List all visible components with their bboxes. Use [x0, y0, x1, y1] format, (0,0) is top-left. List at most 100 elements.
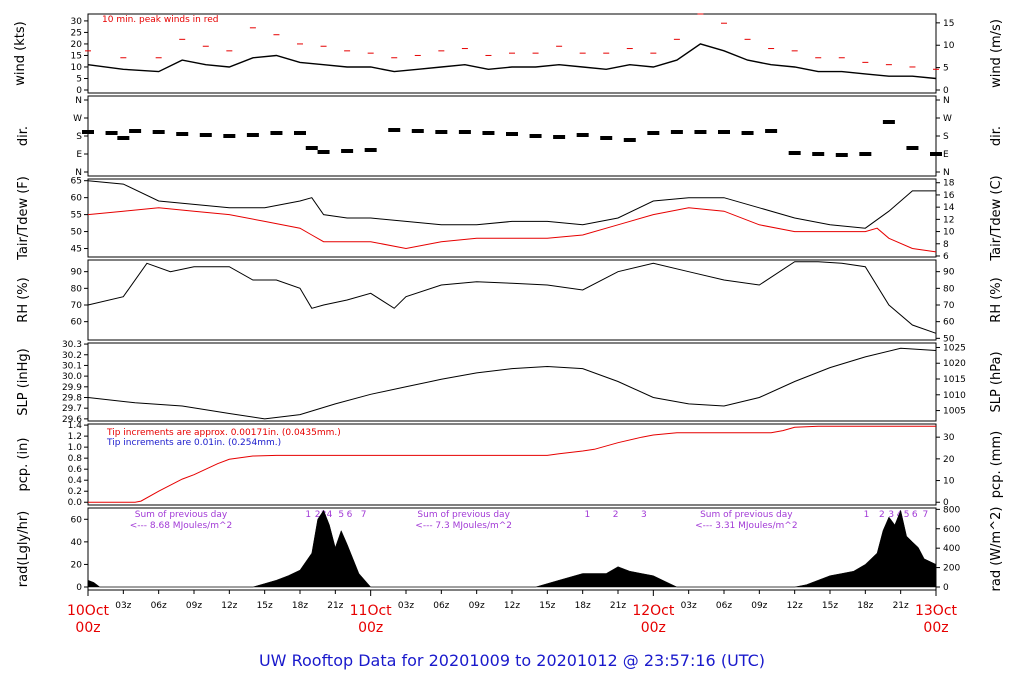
rad-ylabel-right: rad (W/m^2)	[989, 507, 1004, 592]
rad-hour-marker: 6	[347, 510, 353, 520]
dir-point	[199, 133, 212, 137]
slp-series-0	[87, 347, 937, 420]
dir-point	[788, 151, 801, 155]
panel-pcp: pcp. (in) pcp. (mm)0.00.20.40.60.81.01.21…	[16, 421, 1004, 508]
dir-point	[506, 132, 518, 136]
wind-ytick-right-label: 5	[943, 64, 949, 74]
panel-rad: rad(Lgly/hr) rad (W/m^2)02040600200400600…	[16, 505, 1004, 593]
dir-point	[835, 153, 848, 157]
temp-ytick-label: 60	[71, 194, 83, 204]
slp-ylabel-right: SLP (hPa)	[989, 351, 1004, 412]
slp-frame	[87, 342, 937, 422]
dir-point	[305, 146, 318, 150]
dir-ytick-label: W	[73, 114, 82, 124]
wind-ytick-right-label: 0	[943, 86, 949, 96]
x-tick-label: 18z	[292, 601, 308, 611]
temp-ytick-right-label: 16	[943, 191, 955, 201]
wind-annotation: 10 min. peak winds in red	[102, 15, 219, 25]
dir-point	[741, 131, 754, 135]
dir-ylabel-right: dir.	[989, 126, 1004, 146]
x-tick-label: 06z	[716, 601, 732, 611]
rad-ytick-right-label: 0	[943, 583, 949, 593]
x-day-label: 11Oct	[350, 603, 393, 619]
x-day-label: 10Oct	[67, 603, 110, 619]
dir-point	[529, 134, 542, 138]
rh-ylabel-right: RH (%)	[989, 277, 1004, 322]
dir-point	[341, 149, 354, 153]
dir-point	[765, 129, 778, 133]
dir-point	[859, 152, 872, 156]
pcp-ytick-label: 0.2	[68, 487, 82, 497]
rad-daily-sum-title: Sum of previous day	[135, 510, 228, 520]
chart-panels: wind (kts) wind (m/s)05101520253005101510…	[13, 13, 1004, 593]
rad-hour-marker: 2	[879, 510, 885, 520]
wind-frame	[87, 13, 937, 94]
pcp-ytick-label: 1.0	[68, 443, 83, 453]
dir-point	[82, 130, 94, 134]
wind-ylabel: wind (kts)	[13, 21, 28, 85]
x-tick-label: 12z	[504, 601, 520, 611]
panel-wind: wind (kts) wind (m/s)05101520253005101510…	[13, 13, 1004, 96]
panel-temp: Tair/Tdew (F) Tair/Tdew (C) 45 50 55 60 65 6 8 10…	[16, 175, 1004, 262]
x-day-time-label: 00z	[923, 620, 948, 636]
wind-series-mean	[87, 43, 937, 80]
rh-ytick-label: 60	[71, 318, 83, 328]
rad-hour-marker: 2	[613, 510, 619, 520]
dir-point	[647, 131, 660, 135]
pcp-ytick-label: 0.8	[68, 454, 83, 464]
x-day-time-label: 00z	[641, 620, 666, 636]
panel-slp: SLP (inHg) SLP (hPa)29.629.729.829.930.03…	[16, 340, 1004, 425]
pcp-ylabel-right: pcp. (mm)	[989, 431, 1004, 498]
x-tick-label: 15z	[822, 601, 838, 611]
rh-ytick-right-label: 90	[943, 268, 955, 278]
x-tick-label: 09z	[186, 601, 202, 611]
pcp-ytick-label: 0.0	[68, 498, 83, 508]
chart-title: UW Rooftop Data for 20201009 to 20201012…	[259, 651, 765, 670]
dir-point	[812, 152, 825, 156]
rad-hour-marker: 5	[338, 510, 344, 520]
dir-point	[482, 131, 495, 135]
dir-point	[694, 130, 707, 134]
dir-point	[388, 128, 401, 132]
rad-hour-marker: 3	[888, 510, 894, 520]
rh-ytick-label: 80	[71, 284, 83, 294]
dir-point	[670, 130, 683, 134]
x-tick-label: 15z	[257, 601, 273, 611]
rad-hour-marker: 1	[585, 510, 591, 520]
rad-hour-marker: 3	[641, 510, 647, 520]
x-tick-label: 21z	[327, 601, 343, 611]
dir-point	[435, 130, 448, 134]
dir-ytick-label: E	[76, 150, 82, 160]
dir-ytick-right-label: N	[943, 168, 950, 178]
rh-ylabel: RH (%)	[16, 277, 31, 322]
temp-frame	[87, 178, 937, 258]
x-tick-label: 06z	[433, 601, 449, 611]
rad-ytick-label: 40	[71, 538, 83, 548]
rad-hour-marker: 7	[361, 510, 367, 520]
pcp-ytick-right-label: 10	[943, 477, 955, 487]
slp-ytick-label: 29.8	[62, 393, 82, 403]
rh-ytick-label: 90	[71, 268, 83, 278]
rh-ytick-label: 70	[71, 301, 83, 311]
wind-ytick-label: 20	[71, 40, 83, 50]
slp-ytick-right-label: 1025	[943, 343, 966, 353]
rad-daily-sum-value: <--- 3.31 MJoules/m^2	[695, 521, 797, 531]
temp-ytick-label: 45	[71, 245, 82, 255]
x-tick-label: 12z	[221, 601, 237, 611]
slp-ylabel: SLP (inHg)	[16, 348, 31, 416]
dir-point	[718, 130, 730, 134]
dir-point	[458, 130, 471, 134]
temp-ytick-right-label: 18	[943, 179, 955, 189]
rad-hour-marker: 2	[315, 510, 321, 520]
x-tick-label: 03z	[681, 601, 697, 611]
wind-ytick-label: 10	[71, 63, 83, 73]
dir-ytick-label: N	[75, 96, 82, 106]
rad-hour-marker: 4	[327, 510, 333, 520]
rh-series-0	[87, 261, 937, 334]
dir-ytick-label: N	[75, 168, 82, 178]
panel-dir: dir. dir.N NE ES SW WN N	[16, 95, 1004, 178]
pcp-ytick-label: 0.4	[68, 476, 83, 486]
slp-ytick-label: 30.2	[62, 351, 82, 361]
pcp-ytick-right-label: 20	[943, 455, 955, 465]
